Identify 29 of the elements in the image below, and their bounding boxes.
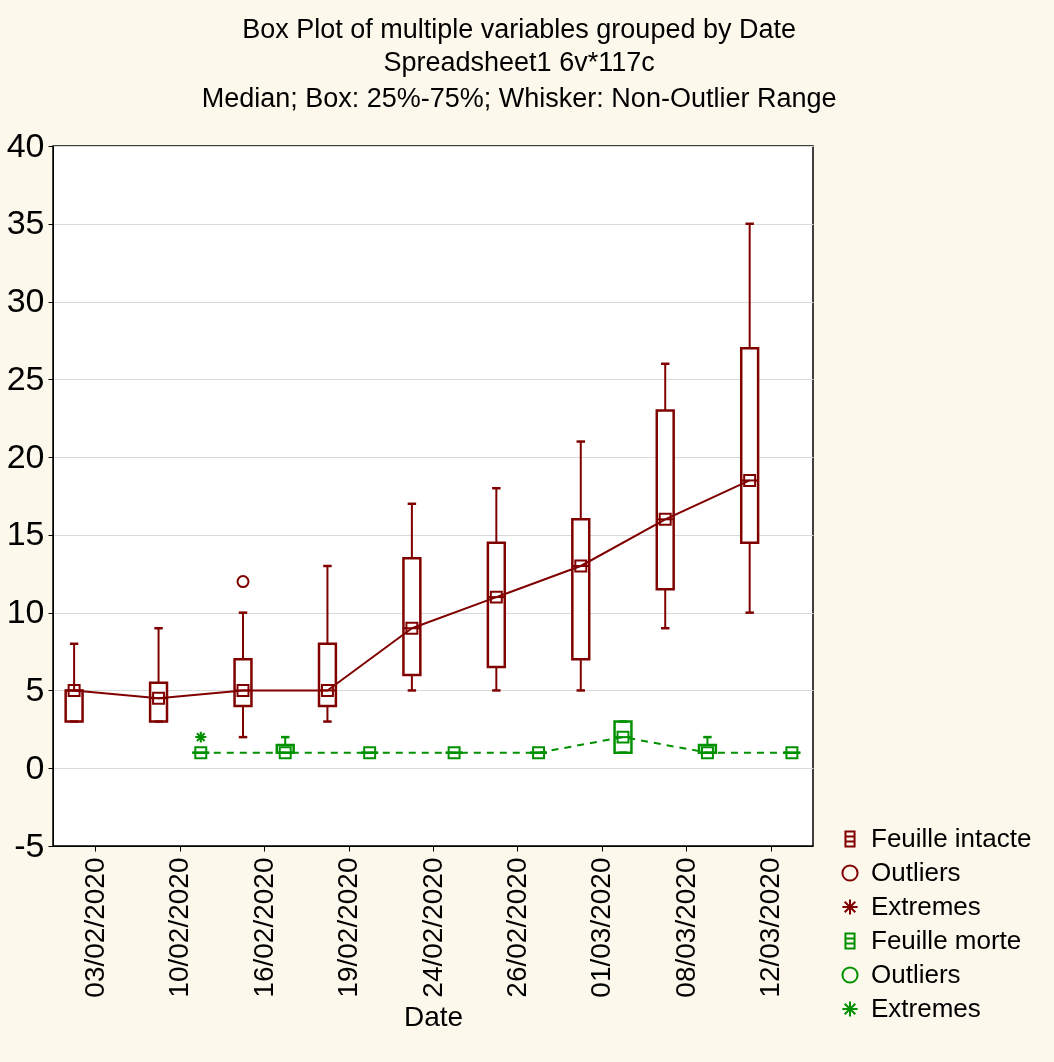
- x-tick-label: 16/02/2020: [247, 857, 279, 998]
- legend-label: Feuille intacte: [871, 823, 1032, 853]
- x-tick-label: 10/02/2020: [163, 857, 195, 998]
- y-tick-label: 10: [6, 592, 45, 631]
- legend-label: Outliers: [871, 959, 961, 989]
- x-tick-label: 01/03/2020: [585, 857, 617, 998]
- chart-title: Box Plot of multiple variables grouped by Date: [242, 14, 796, 44]
- y-tick-label: 0: [25, 747, 45, 786]
- legend-label: Feuille morte: [871, 925, 1022, 955]
- y-tick-label: 35: [6, 203, 45, 242]
- y-tick-label: -5: [14, 825, 45, 864]
- x-tick-label: 08/03/2020: [669, 857, 701, 998]
- x-tick-label: 26/02/2020: [500, 857, 532, 998]
- x-tick-label: 12/03/2020: [754, 857, 786, 998]
- y-tick-label: 30: [6, 281, 45, 320]
- y-tick-label: 25: [6, 358, 45, 397]
- y-tick-label: 40: [6, 125, 45, 164]
- legend-label: Extremes: [871, 891, 981, 921]
- x-tick-label: 24/02/2020: [416, 857, 448, 998]
- x-tick-label: 03/02/2020: [78, 857, 110, 998]
- y-tick-label: 15: [6, 514, 45, 553]
- y-tick-label: 20: [6, 436, 45, 475]
- x-axis-title: Date: [403, 1000, 464, 1032]
- chart-subtitle: Spreadsheet1 6v*117c: [383, 47, 655, 77]
- text: Median; Box: 25%-75%; Whisker: Non-Outlier Range: [201, 83, 837, 113]
- y-tick-label: 5: [25, 669, 45, 708]
- x-tick-label: 19/02/2020: [332, 857, 364, 998]
- legend-label: Outliers: [871, 857, 961, 887]
- legend-label: Extremes: [871, 993, 981, 1023]
